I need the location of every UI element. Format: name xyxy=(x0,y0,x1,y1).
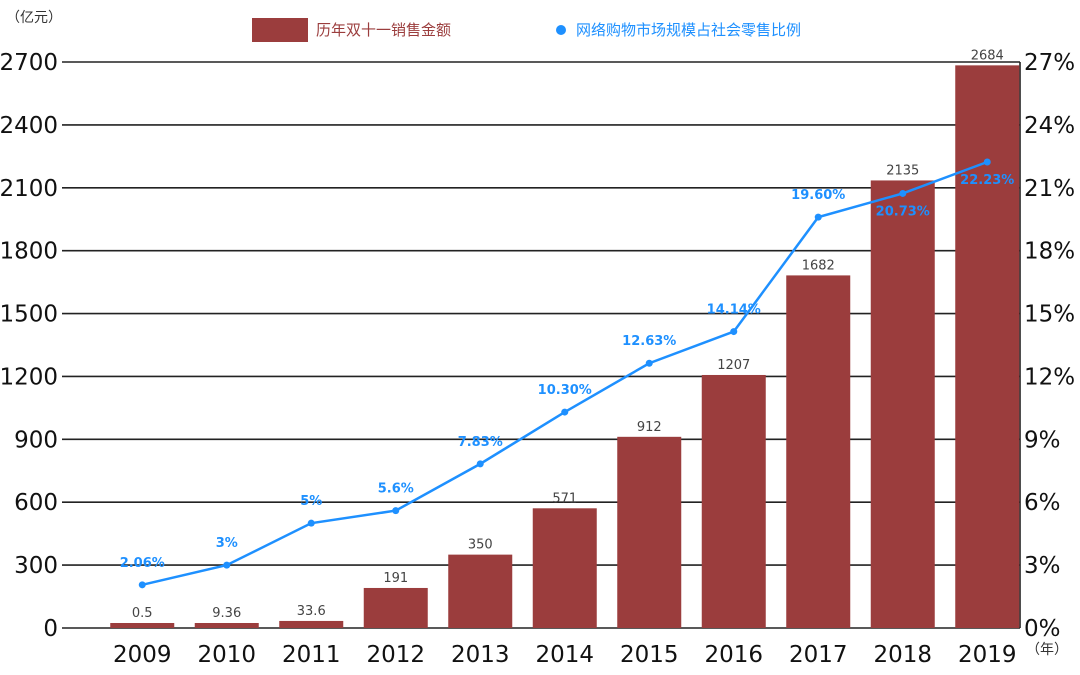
line-point xyxy=(138,581,146,589)
bar-value-label: 1207 xyxy=(717,358,750,373)
x-tick-label: 2016 xyxy=(704,642,763,668)
right-tick-label: 24% xyxy=(1024,113,1075,139)
line-point xyxy=(645,359,653,367)
bar xyxy=(955,65,1020,629)
bar-value-labels: 0.5 9.36 33.6 191 350 571 912 1207 1682 2135 2684 xyxy=(132,48,1004,621)
x-tick-label: 2014 xyxy=(535,642,594,668)
bar-value-label: 2135 xyxy=(886,163,919,178)
right-tick-label: 9% xyxy=(1024,427,1061,453)
line-point xyxy=(223,561,231,569)
bar-value-label: 2684 xyxy=(971,48,1004,63)
right-tick-label: 6% xyxy=(1024,490,1061,516)
line-value-label: 7.83% xyxy=(458,435,503,450)
bar-value-label: 33.6 xyxy=(297,604,326,619)
bar xyxy=(786,275,851,628)
x-tick-label: 2013 xyxy=(451,642,510,668)
line-value-labels: 2.06% 3% 5% 5.6% 7.83% 10.30% 12.63% 14.14% 19.6… xyxy=(120,173,1015,571)
line-series xyxy=(138,158,991,589)
legend-line-marker xyxy=(556,25,566,35)
right-tick-label: 18% xyxy=(1024,239,1075,265)
line-point xyxy=(561,408,569,416)
line-value-label: 5.6% xyxy=(378,482,414,497)
bar-value-label: 350 xyxy=(468,538,493,553)
right-tick-label: 21% xyxy=(1024,176,1075,202)
bar xyxy=(532,508,597,628)
legend-bar-swatch xyxy=(252,18,308,42)
bar-value-label: 571 xyxy=(552,491,577,506)
x-axis-unit: （年） xyxy=(1026,642,1068,658)
line-value-label: 10.30% xyxy=(538,383,592,398)
right-tick-label: 0% xyxy=(1024,616,1061,642)
bar-value-label: 9.36 xyxy=(212,606,241,621)
line-point xyxy=(392,507,400,515)
line-value-label: 20.73% xyxy=(876,204,930,219)
right-tick-label: 27% xyxy=(1024,50,1075,76)
bar-series xyxy=(110,65,1020,629)
x-tick-label: 2010 xyxy=(197,642,256,668)
bar-value-label: 0.5 xyxy=(132,606,153,621)
bar xyxy=(363,587,428,628)
line-value-label: 22.23% xyxy=(960,173,1014,188)
x-axis-ticks: 2009 2010 2011 2012 2013 2014 2015 2016 2017 2018… xyxy=(113,642,1017,668)
bar-value-label: 191 xyxy=(383,571,408,586)
line-value-label: 2.06% xyxy=(120,556,165,571)
line-point xyxy=(814,213,822,221)
right-tick-label: 15% xyxy=(1024,302,1075,328)
left-tick-label: 600 xyxy=(14,490,58,516)
left-tick-label: 1200 xyxy=(0,364,58,390)
right-axis-ticks: 0% 3% 6% 9% 12% 15% 18% 21% 24% 27% xyxy=(1024,50,1075,642)
legend-bar-label: 历年双十一销售金额 xyxy=(316,21,451,39)
left-axis-unit: （亿元） xyxy=(6,10,62,26)
x-tick-label: 2015 xyxy=(620,642,679,668)
x-tick-label: 2019 xyxy=(958,642,1017,668)
line-value-label: 19.60% xyxy=(791,188,845,203)
left-tick-label: 2400 xyxy=(0,113,58,139)
left-tick-label: 300 xyxy=(14,553,58,579)
left-axis-ticks: 0 300 600 900 1200 1500 1800 2100 2400 2700 xyxy=(0,50,58,642)
left-tick-label: 2100 xyxy=(0,176,58,202)
line-value-label: 3% xyxy=(216,536,238,551)
bar xyxy=(194,623,259,628)
line-point xyxy=(730,328,738,336)
line-value-label: 14.14% xyxy=(707,303,761,318)
x-tick-label: 2011 xyxy=(282,642,341,668)
line-value-label: 5% xyxy=(300,494,322,509)
bar xyxy=(279,620,344,628)
bar xyxy=(617,436,682,628)
bar xyxy=(701,374,766,628)
line-point xyxy=(983,158,991,166)
right-tick-label: 3% xyxy=(1024,553,1061,579)
bar xyxy=(870,180,935,628)
left-tick-label: 2700 xyxy=(0,50,58,76)
left-tick-label: 1800 xyxy=(0,239,58,265)
bar xyxy=(448,554,513,628)
legend: 历年双十一销售金额 网络购物市场规模占社会零售比例 xyxy=(252,18,801,42)
x-tick-label: 2018 xyxy=(873,642,932,668)
bar xyxy=(110,623,175,628)
line-point xyxy=(307,519,315,527)
x-tick-label: 2017 xyxy=(789,642,848,668)
legend-line-label: 网络购物市场规模占社会零售比例 xyxy=(576,21,801,39)
x-tick-label: 2009 xyxy=(113,642,172,668)
left-tick-label: 900 xyxy=(14,427,58,453)
bar-value-label: 912 xyxy=(637,420,662,435)
x-tick-label: 2012 xyxy=(366,642,425,668)
line-point xyxy=(899,189,907,197)
right-tick-label: 12% xyxy=(1024,364,1075,390)
line-value-label: 12.63% xyxy=(622,334,676,349)
line-point xyxy=(476,460,484,468)
left-tick-label: 1500 xyxy=(0,302,58,328)
left-tick-label: 0 xyxy=(43,616,58,642)
bar-value-label: 1682 xyxy=(802,258,835,273)
